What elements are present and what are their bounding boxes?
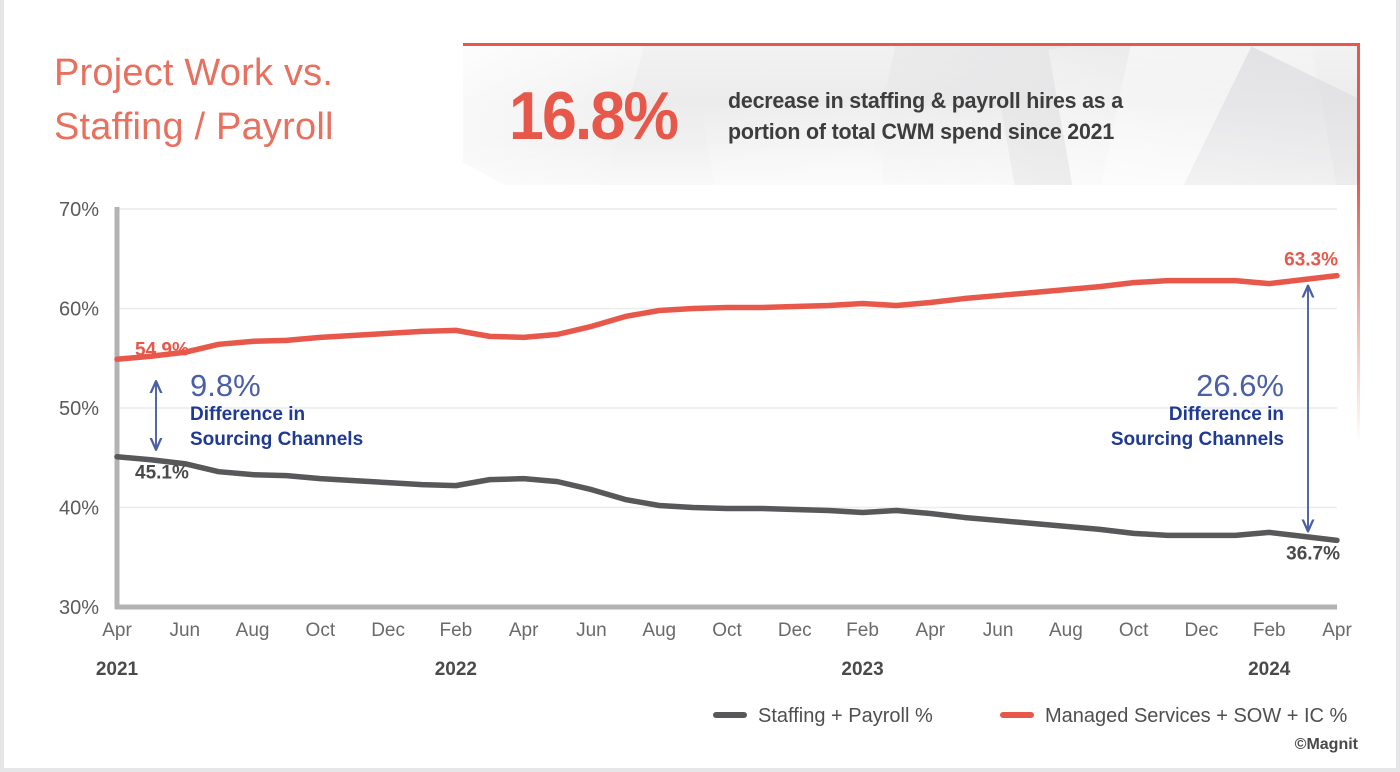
x-axis-year-label: 2023 [841, 659, 883, 680]
frame-border-right [1396, 0, 1400, 772]
x-axis-tick-label: Dec [778, 620, 812, 641]
x-axis-tick-label: Aug [236, 620, 270, 641]
y-axis-tick-label: 70% [59, 199, 99, 221]
banner-right-rule [1357, 43, 1360, 443]
x-axis-tick-label: Feb [1253, 620, 1286, 641]
legend-label[interactable]: Managed Services + SOW + IC % [1045, 705, 1348, 727]
callout-description: decrease in staffing & payroll hires as … [727, 87, 1123, 144]
x-axis-tick-label: Jun [169, 620, 200, 641]
legend-label[interactable]: Staffing + Payroll % [758, 705, 933, 727]
left-difference-value: 9.8% [190, 368, 261, 403]
callout-stat: 16.8% [509, 77, 679, 154]
x-axis-tick-label: Apr [916, 620, 946, 641]
y-axis-tick-label: 60% [59, 299, 99, 321]
y-axis-tick-label: 30% [59, 597, 99, 619]
x-axis-tick-label: Feb [440, 620, 473, 641]
right-difference-line2: Sourcing Channels [1111, 429, 1284, 450]
callout-inner: 16.8% decrease in staffing & payroll hir… [463, 46, 1357, 185]
y-axis-tick-label: 50% [59, 398, 99, 420]
x-axis-labels: Apr Jun Aug Oct Dec Feb Apr Jun Aug Oct Dec Feb Apr J… [102, 620, 1352, 641]
x-axis-tick-label: Apr [102, 620, 132, 641]
x-axis-tick-label: Oct [1119, 620, 1149, 641]
chart-legend: Staffing + Payroll % Managed Services + S… [713, 705, 1348, 727]
right-difference-value: 26.6% [1196, 368, 1284, 403]
x-axis-year-label: 2021 [96, 659, 139, 680]
coral-start-label: 54.9% [135, 339, 189, 360]
y-axis-labels: 30% 40% 50% 60% 70% [59, 199, 99, 619]
right-difference-line1: Difference in [1169, 404, 1284, 425]
page-title: Project Work vs. Staffing / Payroll [54, 52, 334, 148]
x-axis-tick-label: Aug [1049, 620, 1083, 641]
series-line [114, 454, 1340, 544]
year-labels: 2021 2022 2023 2024 [96, 659, 1291, 680]
series-line [114, 272, 1340, 362]
coral-end-label: 63.3% [1284, 250, 1338, 271]
left-difference-line2: Sourcing Channels [190, 429, 363, 450]
frame-border-bottom [0, 768, 1400, 772]
x-axis-tick-label: Aug [642, 620, 676, 641]
x-axis-year-label: 2024 [1248, 659, 1291, 680]
x-axis-tick-label: Oct [306, 620, 336, 641]
gray-end-label: 36.7% [1286, 543, 1340, 564]
x-axis-tick-label: Oct [712, 620, 742, 641]
copyright-credit: ©Magnit [1294, 736, 1358, 753]
x-axis-tick-label: Dec [371, 620, 405, 641]
series-lines [114, 272, 1340, 544]
x-axis-year-label: 2022 [435, 659, 477, 680]
x-axis-tick-label: Jun [576, 620, 607, 641]
x-axis-tick-label: Apr [509, 620, 539, 641]
x-axis-tick-label: Dec [1185, 620, 1219, 641]
frame-border-left [0, 0, 4, 772]
x-axis-tick-label: Feb [846, 620, 879, 641]
left-difference-line1: Difference in [190, 404, 305, 425]
gray-start-label: 45.1% [135, 463, 189, 484]
endpoint-labels: 54.9% 63.3% 45.1% 36.7% [135, 250, 1340, 565]
y-axis-tick-label: 40% [59, 498, 99, 520]
x-axis-tick-label: Jun [983, 620, 1014, 641]
axis-lines [114, 207, 1337, 610]
x-axis-tick-label: Apr [1322, 620, 1352, 641]
